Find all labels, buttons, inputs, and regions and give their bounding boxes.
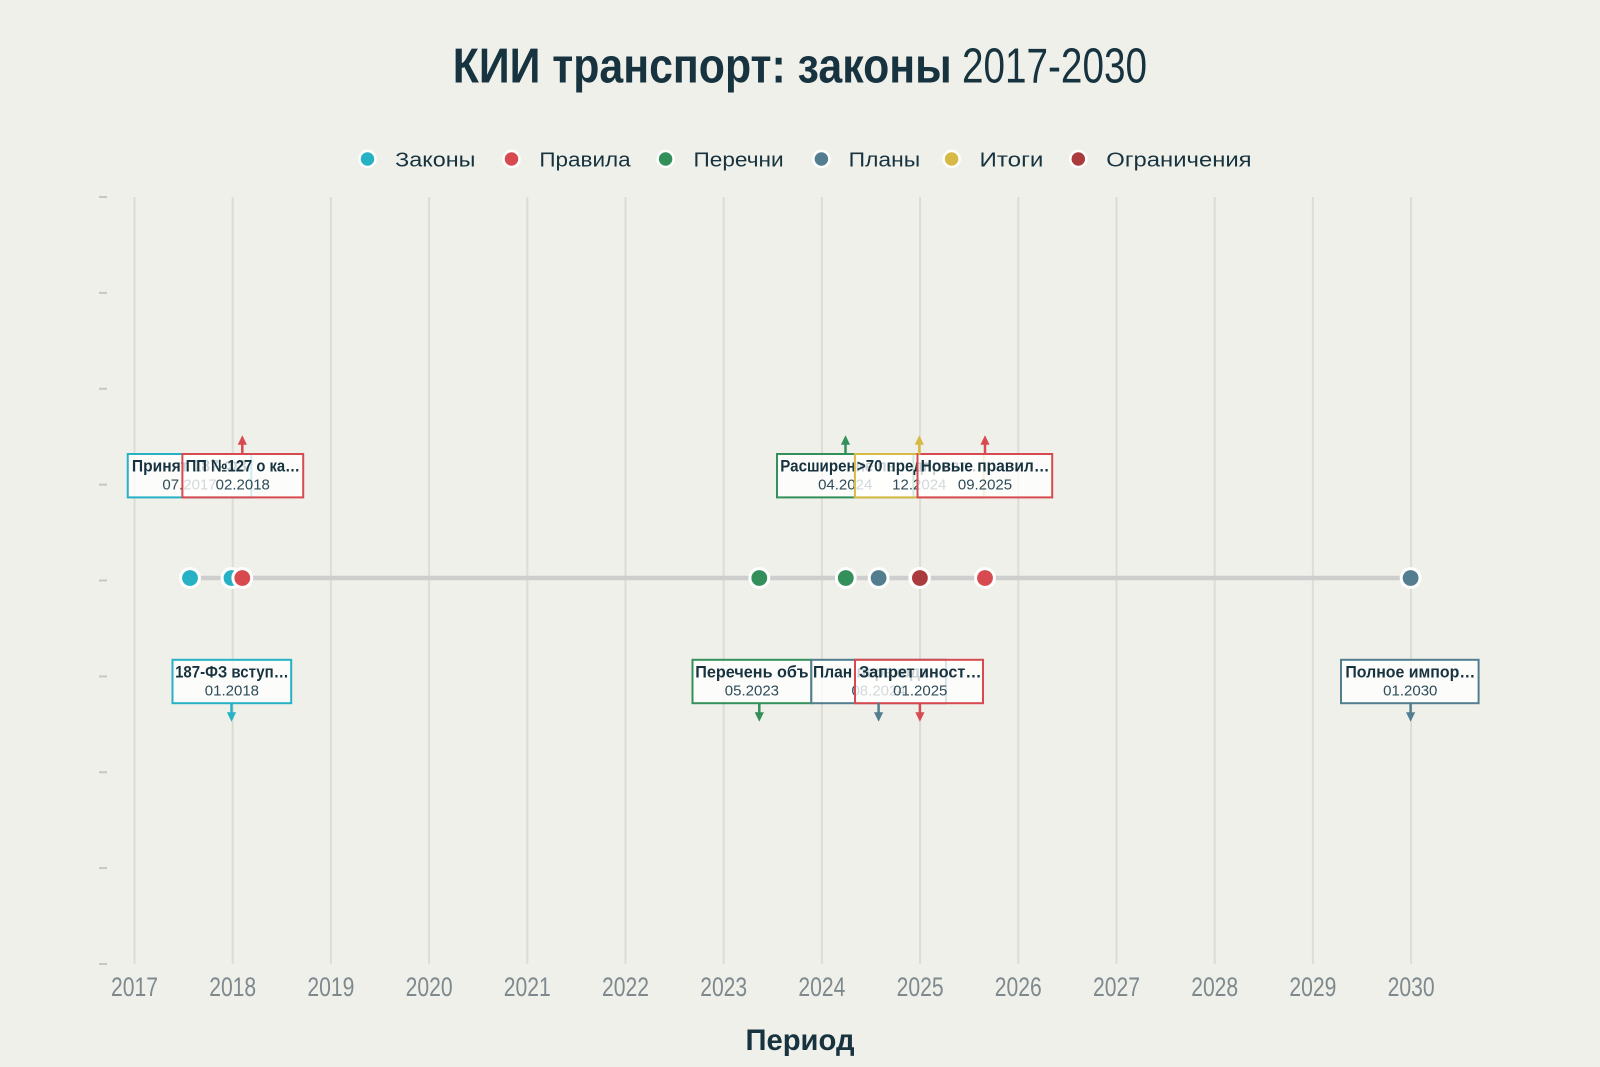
svg-text:2017: 2017 [111,972,158,1002]
svg-text:Запрет иност…: Запрет иност… [859,662,982,681]
svg-text:2030: 2030 [1388,972,1435,1002]
svg-text:09.2025: 09.2025 [958,477,1012,494]
svg-text:Новые правил…: Новые правил… [921,457,1050,476]
svg-text:2020: 2020 [406,972,453,1002]
svg-text:КИИ транспорт: законы: КИИ транспорт: законы [453,40,952,94]
svg-text:01.2018: 01.2018 [205,682,259,699]
svg-text:01.2025: 01.2025 [893,682,947,699]
svg-text:02.2018: 02.2018 [216,477,270,494]
svg-text:2027: 2027 [1093,972,1140,1002]
svg-text:05.2023: 05.2023 [725,682,779,699]
svg-text:01.2030: 01.2030 [1383,682,1437,699]
svg-text:Ограничения: Ограничения [1106,150,1251,172]
svg-text:Период: Период [746,1024,855,1057]
svg-text:Правила: Правила [539,150,631,172]
svg-text:Законы: Законы [395,150,475,172]
svg-text:2023: 2023 [700,972,747,1002]
svg-text:2026: 2026 [995,972,1042,1002]
svg-text:187-ФЗ вступ…: 187-ФЗ вступ… [175,662,289,681]
svg-text:Перечни: Перечни [694,150,784,172]
svg-text:Полное импор…: Полное импор… [1345,662,1475,681]
svg-text:Итоги: Итоги [980,150,1044,172]
svg-text:2025: 2025 [897,972,944,1002]
svg-text:2028: 2028 [1191,972,1238,1002]
svg-text:ПП №127 о ка…: ПП №127 о ка… [186,457,300,476]
svg-text:2024: 2024 [798,972,845,1002]
svg-text:2022: 2022 [602,972,649,1002]
svg-text:2029: 2029 [1289,972,1336,1002]
svg-text:2019: 2019 [307,972,354,1002]
svg-text:2017-2030: 2017-2030 [962,40,1147,94]
svg-text:2021: 2021 [504,972,551,1002]
svg-text:Планы: Планы [849,150,921,172]
svg-text:Перечень объ: Перечень объ [695,662,808,681]
svg-text:2018: 2018 [209,972,256,1002]
